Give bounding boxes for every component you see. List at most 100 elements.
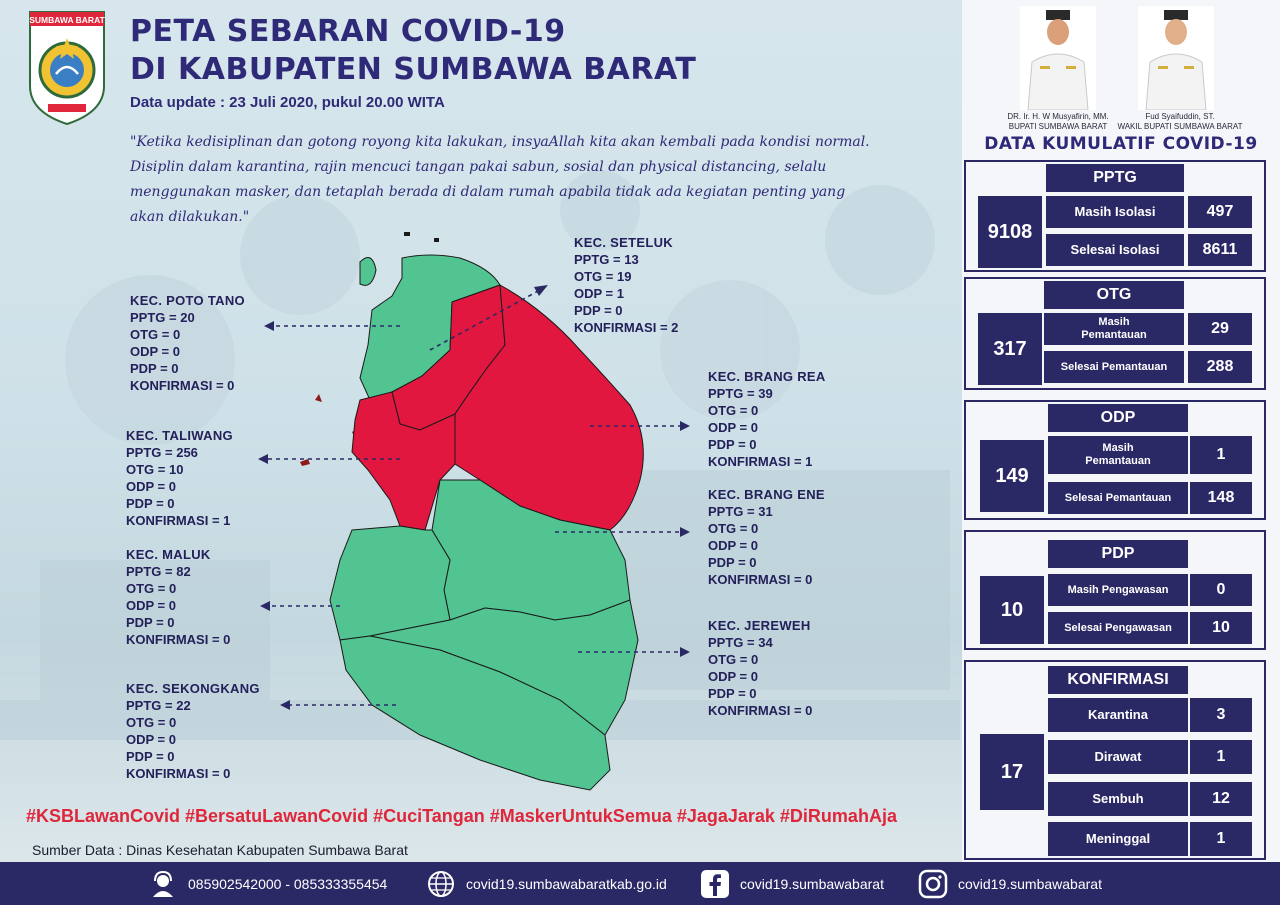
kec-seteluk-label: KEC. SETELUK PPTG = 13 OTG = 19 ODP = 1 … (574, 234, 678, 336)
facebook-icon (701, 869, 729, 898)
kec-title: KEC. SETELUK (574, 235, 673, 250)
pptg-row-value: 497 (1188, 196, 1252, 228)
phone-text: 085902542000 - 085333355454 (188, 875, 388, 892)
otg-row-value: 29 (1188, 313, 1252, 345)
otg-total: 317 (978, 313, 1042, 385)
otg-row-value: 288 (1188, 351, 1252, 383)
kec-otg: OTG = 0 (130, 327, 181, 342)
website-link[interactable]: covid19.sumbawabaratkab.go.id (426, 862, 667, 905)
kec-title: KEC. BRANG ENE (708, 487, 825, 502)
kec-konfirmasi: KONFIRMASI = 0 (708, 703, 813, 718)
kec-pptg: PPTG = 22 (126, 698, 191, 713)
district-map (258, 232, 690, 791)
konfirmasi-row-value: 1 (1190, 740, 1252, 774)
kec-otg: OTG = 19 (574, 269, 632, 284)
facebook-text: covid19.sumbawabarat (740, 875, 884, 892)
kec-otg: OTG = 10 (126, 462, 184, 477)
wakil-bupati-name: Fud Syaifuddin, ST. (1145, 112, 1215, 121)
data-source: Sumber Data : Dinas Kesehatan Kabupaten … (32, 842, 408, 858)
label-arrows (258, 285, 690, 710)
kec-konfirmasi: KONFIRMASI = 0 (130, 378, 235, 393)
kec-odp: ODP = 0 (126, 479, 176, 494)
kec-pptg: PPTG = 39 (708, 386, 773, 401)
kec-poto-tano-label: KEC. POTO TANO PPTG = 20 OTG = 0 ODP = 0… (130, 292, 245, 394)
pdp-row-label: Selesai Pengawasan (1048, 612, 1188, 644)
pdp-header: PDP (1048, 540, 1188, 568)
bupati-photo (1020, 6, 1096, 111)
kec-konfirmasi: KONFIRMASI = 1 (126, 513, 231, 528)
pptg-row-label: Selesai Isolasi (1046, 234, 1184, 266)
kec-title: KEC. POTO TANO (130, 293, 245, 308)
pptg-group: PPTG 9108 Masih Isolasi 497 Selesai Isol… (964, 160, 1266, 272)
kec-title: KEC. MALUK (126, 547, 211, 562)
quote-text: "Ketika kedisiplinan dan gotong royong k… (130, 134, 870, 225)
kec-pdp: PDP = 0 (708, 437, 757, 452)
kec-konfirmasi: KONFIRMASI = 1 (708, 454, 813, 469)
kec-konfirmasi: KONFIRMASI = 0 (126, 766, 231, 781)
konfirmasi-group: KONFIRMASI 17 Karantina 3 Dirawat 1 Semb… (964, 660, 1266, 860)
otg-row-label: Selesai Pemantauan (1044, 351, 1184, 383)
kec-title: KEC. BRANG REA (708, 369, 826, 384)
kec-odp: ODP = 1 (574, 286, 624, 301)
zone-taliwang (351, 391, 456, 531)
kec-pptg: PPTG = 82 (126, 564, 191, 579)
kec-otg: OTG = 0 (708, 403, 759, 418)
kec-pdp: PDP = 0 (126, 496, 175, 511)
kec-konfirmasi: KONFIRMASI = 2 (574, 320, 679, 335)
konfirmasi-row-value: 1 (1190, 822, 1252, 856)
kec-odp: ODP = 0 (708, 420, 758, 435)
kec-otg: OTG = 0 (126, 715, 177, 730)
kec-pptg: PPTG = 20 (130, 310, 195, 325)
kec-odp: ODP = 0 (130, 344, 180, 359)
wakil-bupati-caption: Fud Syaifuddin, ST. WAKIL BUPATI SUMBAWA… (1110, 112, 1250, 132)
official-portrait-icon (1138, 6, 1214, 111)
pdp-row-value: 10 (1190, 612, 1252, 644)
pdp-total: 10 (980, 576, 1044, 644)
kec-pptg: PPTG = 256 (126, 445, 198, 460)
kec-taliwang-label: KEC. TALIWANG PPTG = 256 OTG = 10 ODP = … (126, 427, 233, 529)
kec-otg: OTG = 0 (708, 652, 759, 667)
konfirmasi-row-label: Karantina (1048, 698, 1188, 732)
zone-sekongkang (339, 635, 611, 791)
kec-otg: OTG = 0 (708, 521, 759, 536)
page-title-line1: PETA SEBARAN COVID-19 (130, 14, 566, 49)
zone-maluk (329, 525, 451, 641)
otg-group: OTG 317 Masih Pemantauan 29 Selesai Pema… (964, 277, 1266, 390)
bupati-role: BUPATI SUMBAWA BARAT (1008, 122, 1108, 131)
instagram-icon (918, 869, 948, 898)
kec-otg: OTG = 0 (126, 581, 177, 596)
konfirmasi-row-label: Sembuh (1048, 782, 1188, 816)
kec-odp: ODP = 0 (708, 669, 758, 684)
kec-pdp: PDP = 0 (126, 615, 175, 630)
bupati-name: DR. Ir. H. W Musyafirin, MM. (1007, 112, 1109, 121)
odp-total: 149 (980, 440, 1044, 512)
hashtag-line: #KSBLawanCovid #BersatuLawanCovid #CuciT… (26, 806, 897, 826)
instagram-link[interactable]: covid19.sumbawabarat (918, 862, 1102, 905)
data-update-text: Data update : 23 Juli 2020, pukul 20.00 … (130, 94, 445, 111)
konfirmasi-row-label: Dirawat (1048, 740, 1188, 774)
odp-row-label: Masih Pemantauan (1048, 436, 1188, 474)
kec-pdp: PDP = 0 (126, 749, 175, 764)
odp-header: ODP (1048, 404, 1188, 432)
page-title-line2: DI KABUPATEN SUMBAWA BARAT (130, 52, 697, 87)
otg-header: OTG (1044, 281, 1184, 309)
kec-maluk-label: KEC. MALUK PPTG = 82 OTG = 0 ODP = 0 PDP… (126, 546, 230, 648)
odp-row-value: 148 (1190, 482, 1252, 514)
pdp-row-value: 0 (1190, 574, 1252, 606)
konfirmasi-row-value: 3 (1190, 698, 1252, 732)
phone-contact[interactable]: 085902542000 - 085333355454 (148, 862, 387, 905)
kec-odp: ODP = 0 (126, 598, 176, 613)
logo-text: SUMBAWA BARAT (29, 15, 105, 25)
kec-konfirmasi: KONFIRMASI = 0 (708, 572, 813, 587)
sumbawa-barat-logo: SUMBAWA BARAT (29, 11, 106, 126)
kec-title: KEC. TALIWANG (126, 428, 233, 443)
contact-footer: 085902542000 - 085333355454 covid19.sumb… (0, 862, 1280, 905)
pptg-total: 9108 (978, 196, 1042, 268)
facebook-link[interactable]: covid19.sumbawabarat (700, 862, 884, 905)
odp-group: ODP 149 Masih Pemantauan 1 Selesai Peman… (964, 400, 1266, 520)
kec-brang-rea-label: KEC. BRANG REA PPTG = 39 OTG = 0 ODP = 0… (708, 368, 826, 470)
kec-title: KEC. JEREWEH (708, 618, 811, 633)
odp-row-value: 1 (1190, 436, 1252, 474)
kec-pptg: PPTG = 31 (708, 504, 773, 519)
kec-odp: ODP = 0 (126, 732, 176, 747)
